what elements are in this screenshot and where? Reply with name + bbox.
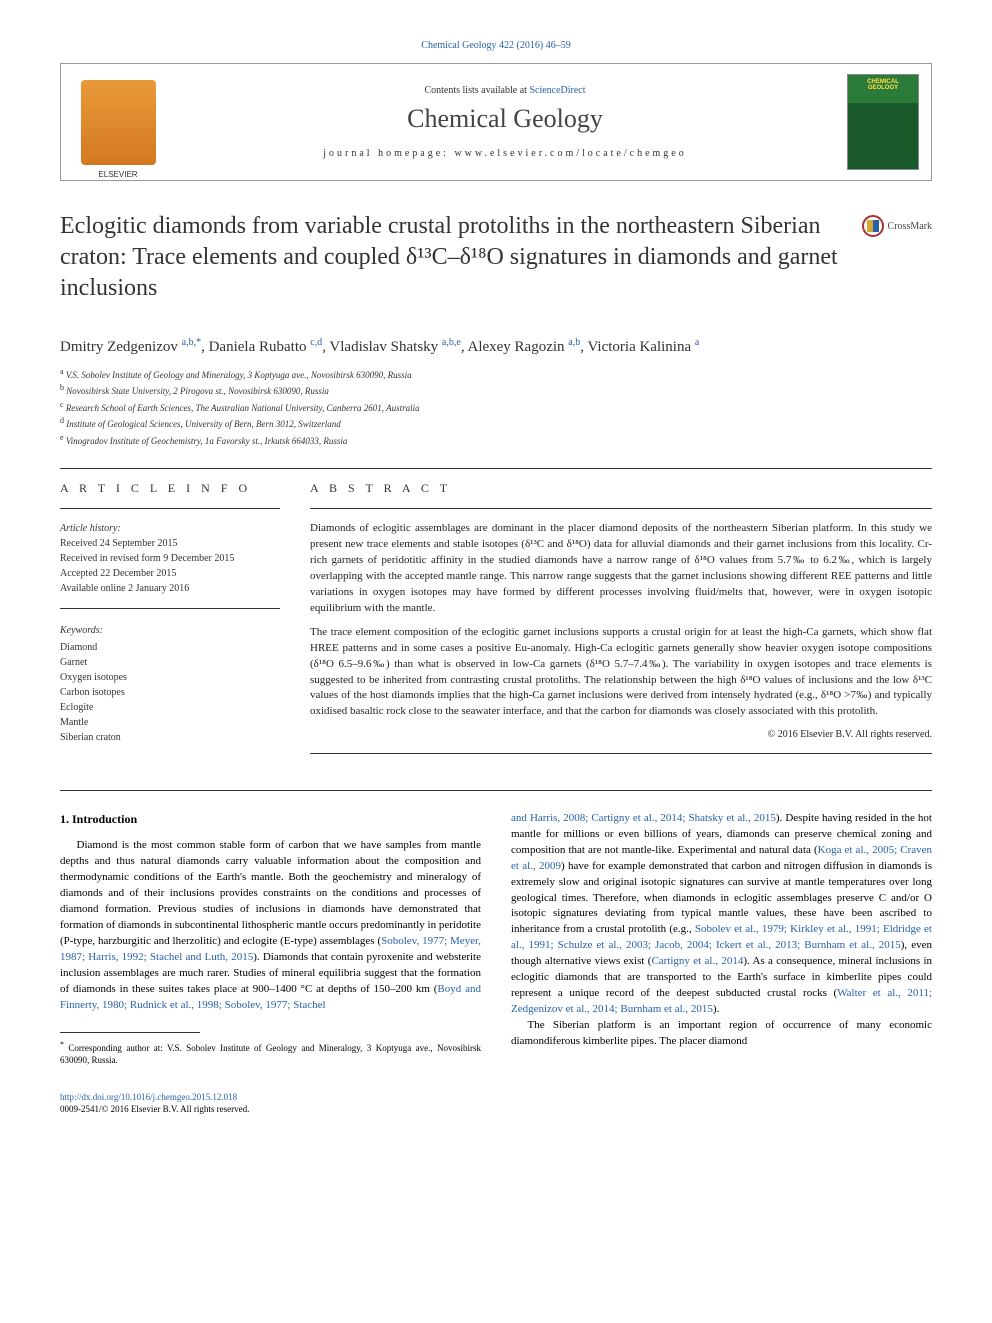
crossmark-icon: [862, 215, 884, 237]
citation-link[interactable]: and Harris, 2008; Cartigny et al., 2014;…: [511, 812, 776, 824]
article-history: Article history: Received 24 September 2…: [60, 521, 280, 596]
abstract-text: Diamonds of eclogitic assemblages are do…: [310, 521, 932, 743]
journal-header: Contents lists available at ScienceDirec…: [60, 63, 932, 181]
corresponding-footnote: * Corresponding author at: V.S. Sobolev …: [60, 1039, 481, 1067]
issn-line: 0009-2541/© 2016 Elsevier B.V. All right…: [60, 1104, 249, 1114]
divider: [310, 508, 932, 509]
body-columns: 1. Introduction Diamond is the most comm…: [60, 811, 932, 1067]
history-header: Article history:: [60, 521, 280, 536]
abstract-para-1: Diamonds of eclogitic assemblages are do…: [310, 521, 932, 617]
footnote-divider: [60, 1032, 200, 1033]
divider: [60, 468, 932, 469]
divider: [60, 608, 280, 609]
divider: [60, 508, 280, 509]
journal-homepage: journal homepage: www.elsevier.com/locat…: [163, 148, 847, 159]
sciencedirect-link[interactable]: ScienceDirect: [529, 85, 585, 96]
keywords-block: Keywords: DiamondGarnetOxygen isotopesCa…: [60, 623, 280, 745]
article-info-label: A R T I C L E I N F O: [60, 481, 280, 496]
crossmark-label: CrossMark: [888, 221, 932, 232]
journal-title: Chemical Geology: [163, 104, 847, 134]
page-footer: http://dx.doi.org/10.1016/j.chemgeo.2015…: [60, 1091, 932, 1116]
divider: [310, 753, 932, 754]
citation-link[interactable]: Cartigny et al., 2014: [651, 955, 743, 967]
body-para: The Siberian platform is an important re…: [511, 1018, 932, 1050]
abstract-copyright: © 2016 Elsevier B.V. All rights reserved…: [310, 728, 932, 743]
divider: [60, 790, 932, 791]
journal-cover-thumb: [847, 74, 919, 170]
crossmark-badge[interactable]: CrossMark: [862, 215, 932, 237]
abstract-label: A B S T R A C T: [310, 481, 932, 496]
article-title: Eclogitic diamonds from variable crustal…: [60, 211, 850, 305]
doi-link[interactable]: http://dx.doi.org/10.1016/j.chemgeo.2015…: [60, 1092, 237, 1102]
section-heading: 1. Introduction: [60, 811, 481, 828]
affiliations: a V.S. Sobolev Institute of Geology and …: [60, 366, 932, 449]
abstract-para-2: The trace element composition of the ecl…: [310, 625, 932, 721]
keywords-header: Keywords:: [60, 623, 280, 638]
body-para: and Harris, 2008; Cartigny et al., 2014;…: [511, 811, 932, 1018]
elsevier-logo: [73, 72, 163, 172]
running-head: Chemical Geology 422 (2016) 46–59: [60, 40, 932, 51]
body-para: Diamond is the most common stable form o…: [60, 838, 481, 1013]
contents-lists: Contents lists available at ScienceDirec…: [163, 85, 847, 96]
author-list: Dmitry Zedgenizov a,b,*, Daniela Rubatto…: [60, 337, 932, 356]
